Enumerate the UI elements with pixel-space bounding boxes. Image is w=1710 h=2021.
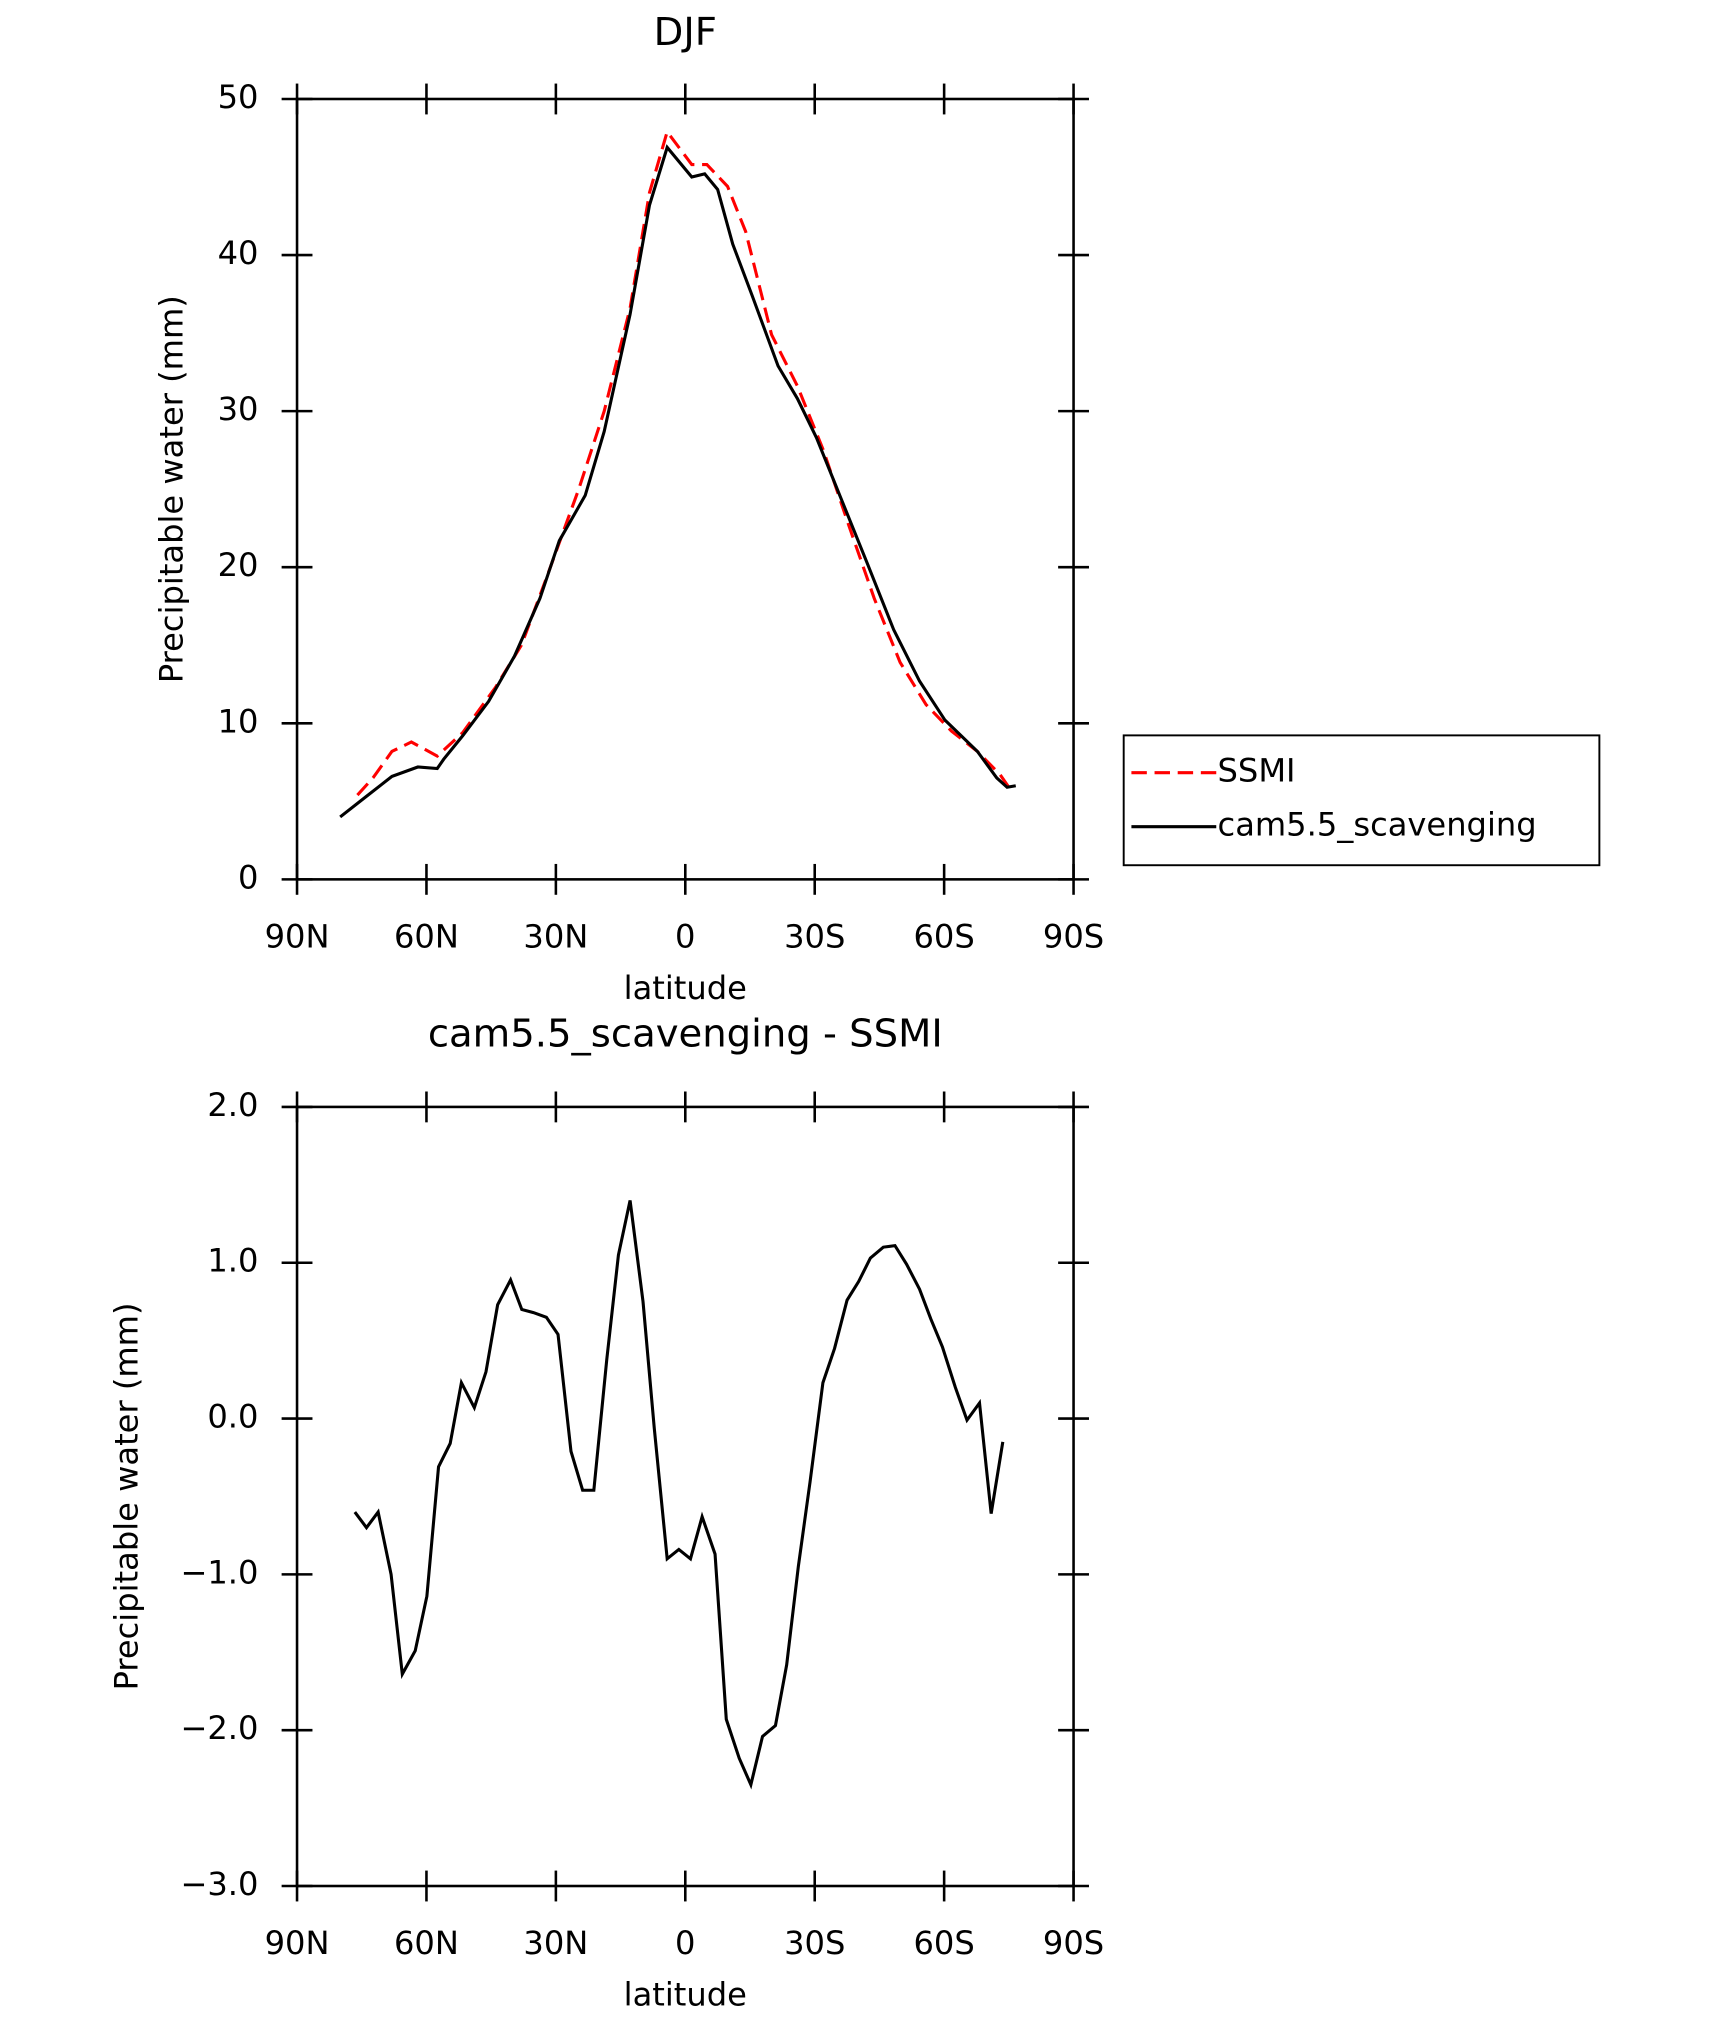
legend-box <box>1122 734 1601 867</box>
chart-title: cam5.5_scavenging - SSMI <box>428 1012 943 1057</box>
data-line <box>356 128 1011 797</box>
y-tick-label: −2.0 <box>180 1709 258 1747</box>
x-tick-label: 90N <box>265 918 330 956</box>
y-tick-label: 30 <box>218 390 259 428</box>
legend-label: cam5.5_scavenging <box>1218 806 1537 844</box>
y-tick-label: −1.0 <box>180 1553 258 1591</box>
x-tick-label: 60N <box>394 918 459 956</box>
y-tick-label: −3.0 <box>180 1865 258 1903</box>
x-tick-label: 30S <box>784 1924 845 1962</box>
x-tick-label: 90N <box>265 1924 330 1962</box>
legend-label: SSMI <box>1218 752 1296 790</box>
y-axis-label: Precipitable water (mm) <box>108 1302 146 1690</box>
x-tick-label: 30N <box>523 1924 588 1962</box>
chart-title: DJF <box>654 10 717 55</box>
data-line <box>339 144 1017 819</box>
y-tick-label: 50 <box>218 78 259 116</box>
y-tick-label: 1.0 <box>207 1242 258 1280</box>
x-tick-label: 30S <box>784 918 845 956</box>
y-axis-label: Precipitable water (mm) <box>153 295 191 683</box>
y-tick-label: 2.0 <box>207 1086 258 1124</box>
x-tick-label: 30N <box>523 918 588 956</box>
y-tick-label: 10 <box>218 702 259 740</box>
x-tick-label: 60S <box>913 1924 974 1962</box>
x-tick-label: 60S <box>913 918 974 956</box>
data-line <box>353 1200 1005 1790</box>
y-tick-label: 0 <box>238 858 258 896</box>
plot-frame <box>295 1105 1075 1888</box>
x-tick-label: 0 <box>675 918 695 956</box>
x-tick-label: 90S <box>1043 918 1104 956</box>
plot-frame <box>295 97 1075 881</box>
x-tick-label: 90S <box>1043 1924 1104 1962</box>
x-axis-label: latitude <box>624 969 747 1007</box>
y-tick-label: 40 <box>218 234 259 272</box>
y-tick-label: 20 <box>218 546 259 584</box>
x-axis-label: latitude <box>624 1976 747 2014</box>
x-tick-label: 0 <box>675 1924 695 1962</box>
y-tick-label: 0.0 <box>207 1398 258 1436</box>
x-tick-label: 60N <box>394 1924 459 1962</box>
